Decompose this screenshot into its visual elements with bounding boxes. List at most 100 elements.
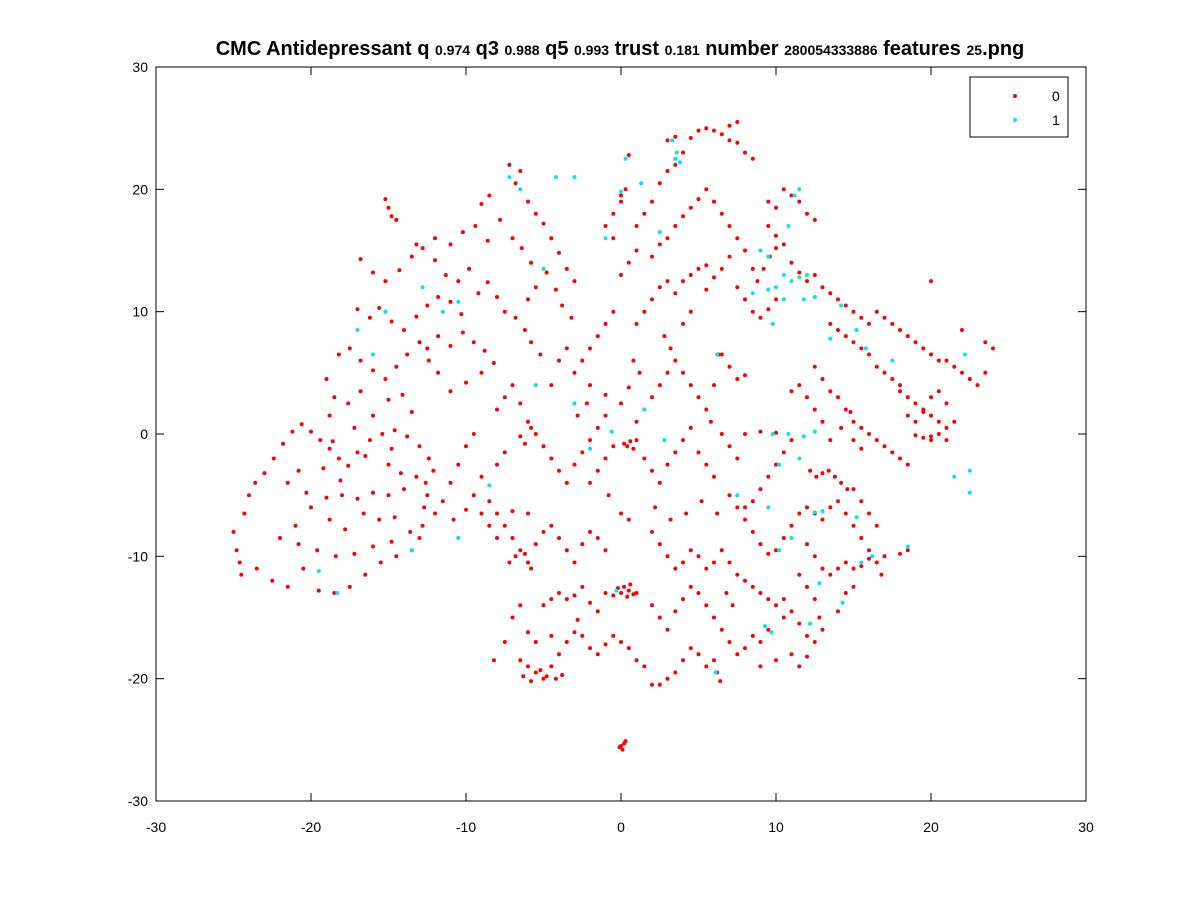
series-0-point — [603, 321, 608, 326]
series-0-point — [724, 591, 729, 595]
series-0-point — [580, 584, 585, 589]
series-0-point — [845, 487, 850, 492]
series-0-point — [789, 523, 794, 528]
series-0-point — [727, 364, 732, 369]
series-1-point — [766, 254, 771, 259]
series-1-point — [812, 429, 817, 434]
series-0-point — [510, 615, 515, 620]
series-0-point — [696, 395, 701, 400]
series-0-point — [572, 560, 577, 565]
series-0-point — [526, 297, 530, 302]
series-0-point — [304, 490, 309, 495]
series-1-point — [774, 285, 778, 290]
series-0-point — [425, 493, 430, 498]
title-part: trust — [609, 38, 665, 60]
series-0-point — [595, 536, 600, 540]
series-0-point — [867, 548, 871, 553]
series-0-point — [727, 224, 732, 228]
series-0-point — [944, 401, 949, 406]
series-0-point — [867, 511, 871, 516]
series-0-point — [417, 340, 422, 345]
series-0-point — [371, 544, 375, 549]
series-0-point — [828, 505, 833, 510]
series-0-point — [507, 560, 512, 565]
title-part: 25 — [966, 42, 983, 58]
series-0-point — [826, 468, 831, 473]
series-0-point — [650, 297, 654, 302]
series-0-point — [367, 315, 372, 320]
series-0-point — [327, 446, 332, 451]
series-0-point — [905, 413, 910, 418]
series-0-point — [510, 536, 515, 540]
series-0-point — [750, 156, 755, 161]
series-0-point — [333, 554, 338, 559]
series-0-point — [634, 438, 639, 443]
series-0-point — [929, 438, 933, 443]
series-0-point — [622, 441, 627, 446]
series-0-point — [423, 480, 428, 485]
series-0-point — [836, 395, 840, 400]
series-0-point — [743, 248, 747, 253]
series-0-point — [789, 438, 794, 443]
series-0-point — [750, 499, 755, 504]
title-part: CMC Antidepressant q — [215, 38, 435, 60]
series-0-point — [361, 511, 366, 516]
series-0-point — [634, 419, 639, 424]
y-tick-label: 0 — [140, 426, 148, 442]
series-0-point — [781, 536, 786, 540]
y-tick-label: -20 — [128, 671, 148, 687]
series-0-point — [696, 128, 701, 133]
series-0-point — [564, 266, 569, 271]
y-tick-label: 30 — [132, 59, 148, 75]
series-1-point — [713, 670, 718, 675]
series-0-point — [642, 309, 647, 314]
series-0-point — [626, 385, 631, 390]
series-0-point — [688, 646, 693, 651]
series-0-point — [510, 509, 515, 514]
series-0-point — [336, 352, 341, 357]
series-0-point — [735, 572, 740, 577]
series-1-point — [786, 224, 791, 228]
series-1-point — [674, 150, 679, 155]
series-0-point — [553, 287, 558, 292]
series-1-point — [614, 588, 619, 593]
series-0-point — [657, 242, 662, 247]
series-0-point — [378, 560, 383, 565]
series-0-point — [944, 425, 949, 430]
series-1-point — [797, 456, 802, 461]
series-0-point — [491, 361, 496, 365]
series-0-point — [247, 493, 251, 498]
series-0-point — [681, 321, 685, 326]
series-0-point — [712, 199, 716, 204]
series-0-point — [781, 450, 786, 455]
series-0-point — [851, 487, 856, 492]
series-0-point — [549, 523, 554, 528]
series-1-point — [786, 432, 791, 436]
series-0-point — [681, 560, 685, 565]
series-0-point — [433, 236, 437, 241]
series-0-point — [657, 615, 662, 620]
series-1-point — [420, 285, 425, 290]
series-0-point — [580, 542, 585, 547]
series-0-point — [619, 193, 623, 198]
series-0-point — [634, 248, 639, 253]
series-0-point — [637, 370, 642, 375]
series-0-point — [572, 279, 577, 284]
series-0-point — [898, 551, 902, 556]
series-0-point — [735, 120, 740, 124]
series-0-point — [402, 328, 406, 332]
series-0-point — [394, 364, 399, 369]
series-1-point — [677, 160, 682, 165]
series-0-point — [234, 548, 239, 553]
series-0-point — [929, 395, 933, 400]
series-0-point — [541, 676, 546, 681]
series-0-point — [820, 471, 825, 476]
series-0-point — [851, 584, 856, 589]
series-0-point — [336, 456, 341, 461]
series-0-point — [812, 364, 817, 369]
series-1-point — [890, 358, 895, 363]
series-0-point — [836, 566, 840, 571]
series-0-point — [495, 295, 499, 299]
series-1-point — [797, 187, 802, 192]
series-0-point — [254, 566, 259, 571]
